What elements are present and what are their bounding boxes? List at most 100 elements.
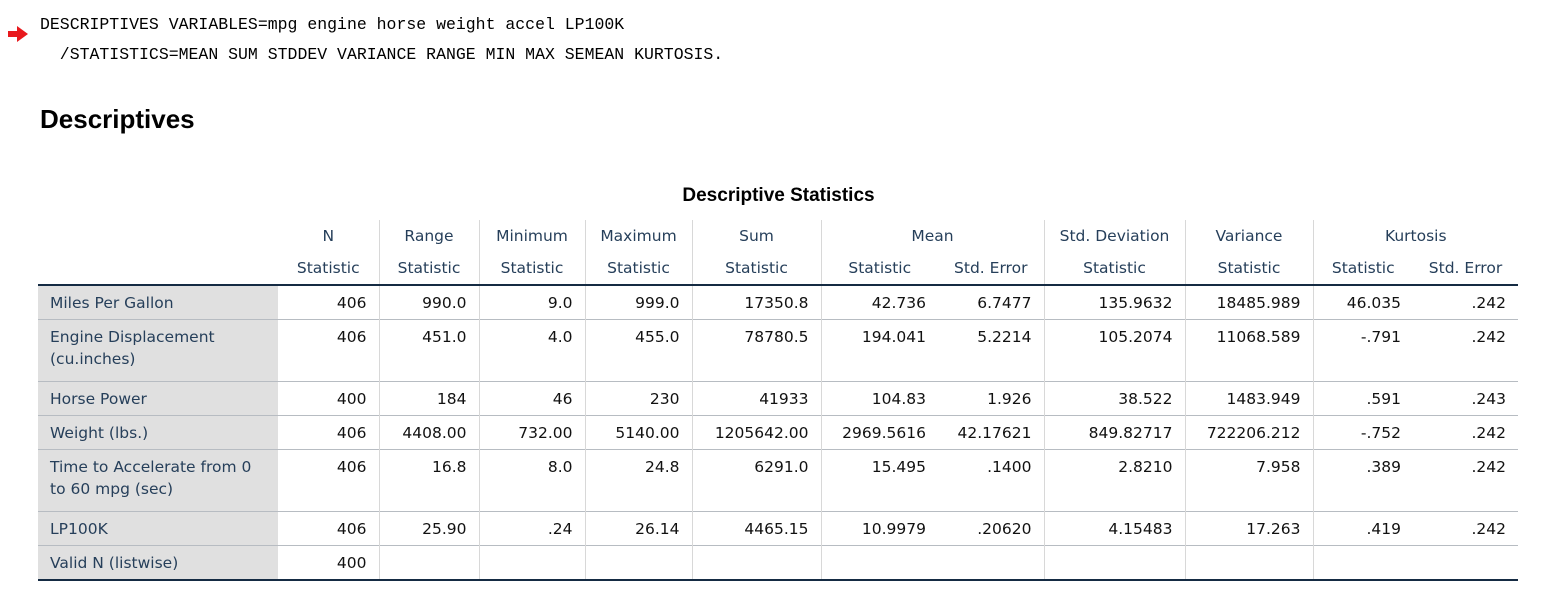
table-cell: 41933 bbox=[691, 381, 821, 416]
table-cell: 400 bbox=[336, 390, 367, 408]
table-cell: 406 bbox=[336, 328, 367, 346]
table-cell: 17.263 bbox=[1184, 511, 1313, 546]
table-cell: 24.8 bbox=[584, 449, 692, 512]
table-cell: 38.522 bbox=[1043, 381, 1185, 416]
header-range: Range bbox=[378, 220, 479, 252]
table-cell bbox=[1312, 545, 1413, 580]
run-arrow-icon bbox=[8, 26, 28, 42]
table-cell: 2.8210 bbox=[1043, 449, 1185, 512]
table-cell bbox=[938, 546, 1044, 581]
row-label: Engine Displacement (cu.inches) bbox=[38, 319, 278, 382]
table-cell: 46 bbox=[478, 381, 585, 416]
table-row: Weight (lbs.) 406 4408.00 732.00 5140.00 1205… bbox=[38, 415, 1518, 450]
subheader-cell: Statistic bbox=[1312, 252, 1413, 286]
table-row: Miles Per Gallon 406 990.0 9.0 999.0 17350.8 4… bbox=[38, 285, 1518, 320]
table-cell: 10.9979 bbox=[820, 511, 938, 546]
table-cell: 194.041 bbox=[820, 319, 938, 382]
table-cell: 78780.5 bbox=[691, 319, 821, 382]
table-cell: 7.958 bbox=[1184, 449, 1313, 512]
table-cell: -.752 bbox=[1312, 415, 1413, 450]
table-row: Time to Accelerate from 0 to 60 mpg (sec… bbox=[38, 449, 1518, 512]
table-cell bbox=[1043, 545, 1185, 580]
header-mean: Mean bbox=[820, 220, 1044, 252]
table-cell: 230 bbox=[584, 381, 692, 416]
syntax-line-1: DESCRIPTIVES VARIABLES=mpg engine horse … bbox=[40, 15, 625, 34]
table-cell: 5140.00 bbox=[584, 415, 692, 450]
descriptive-statistics-table: N Range Minimum Maximum Sum Mean Std. De… bbox=[38, 220, 1518, 581]
table-row: Engine Displacement (cu.inches) 406 451.0 4… bbox=[38, 319, 1518, 382]
table-cell bbox=[584, 545, 692, 580]
table-row: Horse Power 400 184 46 230 41933 104.83 1.926 38… bbox=[38, 381, 1518, 416]
table-cell: .389 bbox=[1312, 449, 1413, 512]
table-cell: 990.0 bbox=[378, 285, 479, 320]
table-cell: 9.0 bbox=[478, 285, 585, 320]
table-cell: 4.15483 bbox=[1043, 511, 1185, 546]
table-cell: 406 bbox=[336, 458, 367, 476]
table-cell: 16.8 bbox=[378, 449, 479, 512]
table-cell: 1483.949 bbox=[1184, 381, 1313, 416]
table-title: Descriptive Statistics bbox=[682, 185, 875, 206]
table-cell bbox=[820, 545, 938, 580]
table-cell: 4408.00 bbox=[378, 415, 479, 450]
table-cell: -.791 bbox=[1312, 319, 1413, 382]
subheader-cell: Std. Error bbox=[938, 252, 1044, 286]
table-cell bbox=[1413, 546, 1518, 581]
table-cell: 406 bbox=[336, 424, 367, 442]
table-cell: 42.736 bbox=[820, 285, 938, 320]
subheader-cell: Statistic bbox=[478, 252, 585, 286]
table-cell: 6.7477 bbox=[977, 294, 1032, 312]
table-cell: 15.495 bbox=[820, 449, 938, 512]
table-cell: 2969.5616 bbox=[820, 415, 938, 450]
table-cell: 732.00 bbox=[478, 415, 585, 450]
subheader-cell: Std. Error bbox=[1413, 252, 1518, 286]
subheader-cell: Statistic bbox=[1184, 252, 1313, 286]
table-cell: 4465.15 bbox=[691, 511, 821, 546]
table-cell: .242 bbox=[1471, 520, 1506, 538]
table-cell: 11068.589 bbox=[1184, 319, 1313, 382]
table-cell: .242 bbox=[1471, 458, 1506, 476]
table-cell: 400 bbox=[336, 554, 367, 572]
subheader-cell: Statistic bbox=[584, 252, 692, 286]
header-std-deviation: Std. Deviation bbox=[1043, 220, 1185, 252]
table-cell: 406 bbox=[336, 294, 367, 312]
table-cell bbox=[378, 545, 479, 580]
syntax-block: DESCRIPTIVES VARIABLES=mpg engine horse … bbox=[40, 10, 723, 70]
subheader-cell: Statistic bbox=[820, 252, 938, 286]
procedure-heading: Descriptives bbox=[40, 104, 195, 134]
row-label: Valid N (listwise) bbox=[38, 545, 278, 580]
subheader-cell: Statistic bbox=[278, 252, 379, 286]
table-cell: 46.035 bbox=[1312, 285, 1413, 320]
table-cell: .24 bbox=[478, 511, 585, 546]
table-cell: .591 bbox=[1312, 381, 1413, 416]
table-cell: .242 bbox=[1471, 424, 1506, 442]
table-cell: 455.0 bbox=[584, 319, 692, 382]
table-cell: .1400 bbox=[987, 458, 1032, 476]
header-n: N bbox=[322, 227, 335, 245]
table-cell: 105.2074 bbox=[1043, 319, 1185, 382]
row-label: Horse Power bbox=[38, 381, 278, 416]
table-cell: 135.9632 bbox=[1043, 285, 1185, 320]
table-cell: 722206.212 bbox=[1184, 415, 1313, 450]
table-cell: .243 bbox=[1471, 390, 1506, 408]
table-cell: 5.2214 bbox=[977, 328, 1032, 346]
table-cell: .20620 bbox=[977, 520, 1032, 538]
subheader-cell: Statistic bbox=[1043, 252, 1185, 286]
header-kurtosis: Kurtosis bbox=[1312, 220, 1518, 252]
table-cell: 25.90 bbox=[378, 511, 479, 546]
table-cell: 184 bbox=[378, 381, 479, 416]
header-minimum: Minimum bbox=[478, 220, 585, 252]
subheader-corner bbox=[38, 252, 278, 286]
table-cell: 17350.8 bbox=[691, 285, 821, 320]
table-cell: 18485.989 bbox=[1184, 285, 1313, 320]
table-cell: 26.14 bbox=[584, 511, 692, 546]
table-cell: 849.82717 bbox=[1043, 415, 1185, 450]
table-cell: .419 bbox=[1312, 511, 1413, 546]
table-cell bbox=[1184, 545, 1313, 580]
row-label: LP100K bbox=[38, 511, 278, 546]
table-cell: 42.17621 bbox=[957, 424, 1032, 442]
subheader-cell: Statistic bbox=[378, 252, 479, 286]
syntax-line-2: /STATISTICS=MEAN SUM STDDEV VARIANCE RAN… bbox=[40, 45, 724, 64]
row-label: Time to Accelerate from 0 to 60 mpg (sec… bbox=[38, 449, 278, 512]
subheader-cell: Statistic bbox=[691, 252, 821, 286]
table-row: Valid N (listwise) 400 bbox=[38, 545, 1518, 581]
